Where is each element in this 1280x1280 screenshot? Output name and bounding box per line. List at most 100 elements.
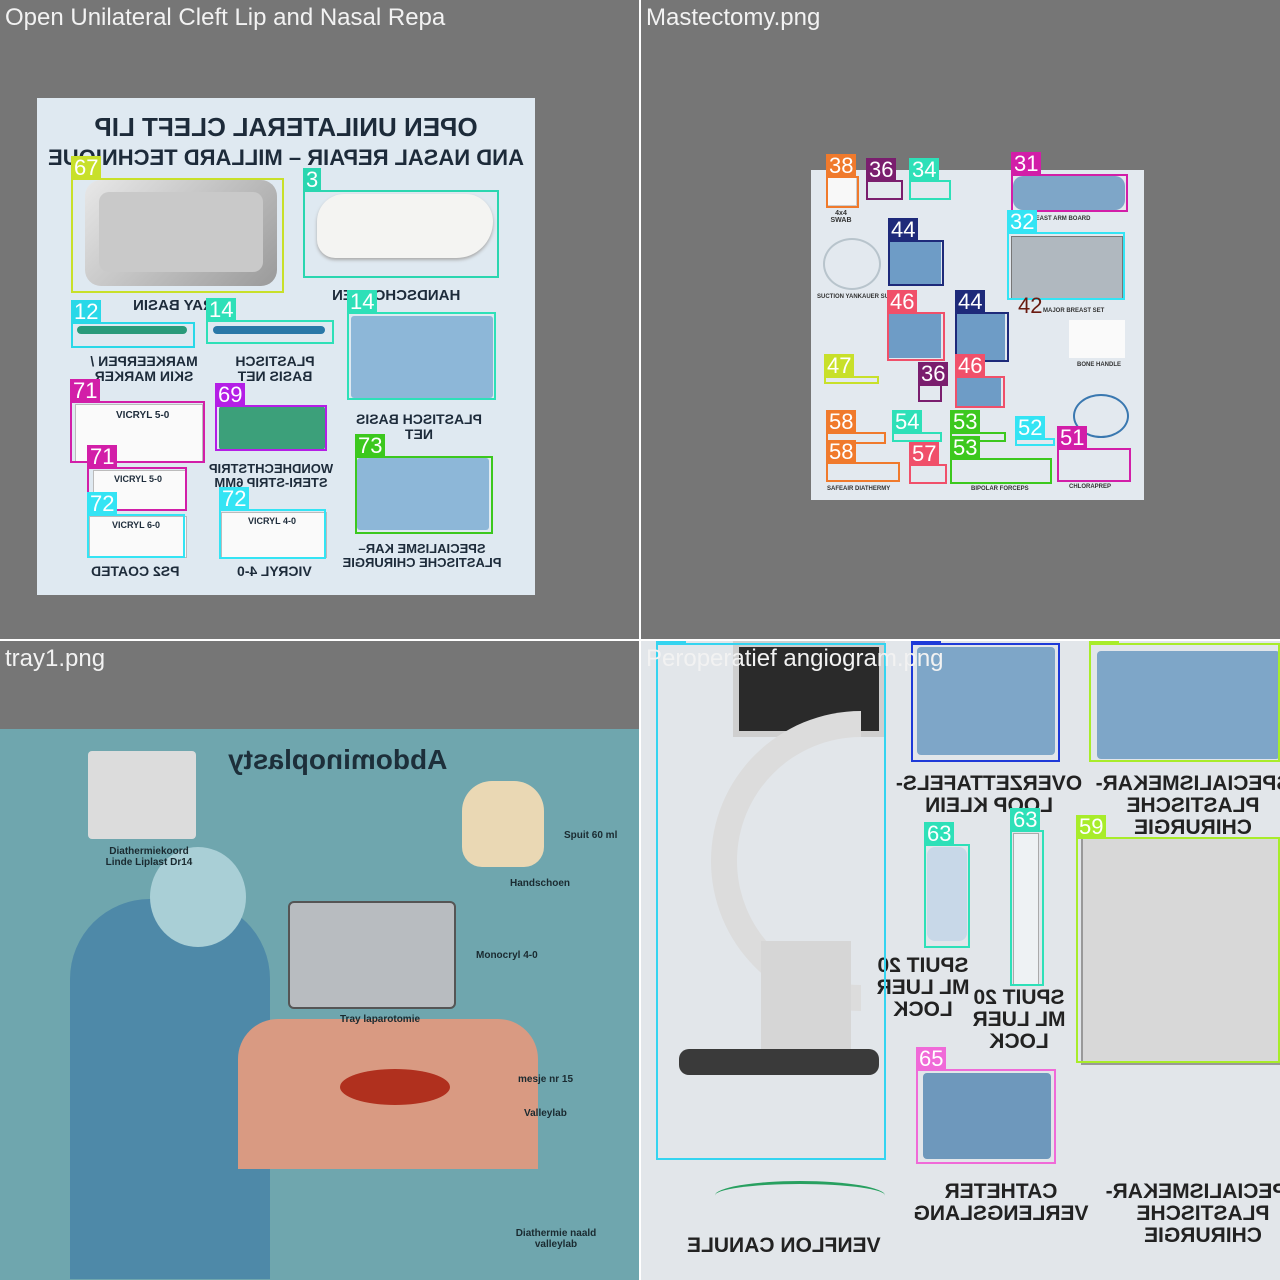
detection-box: 12 (71, 300, 195, 348)
detection-tag: 3 (303, 168, 322, 192)
mast-label: BREAST ARM BOARD (1027, 216, 1091, 222)
detection-box: 46 (887, 290, 945, 361)
skin-marker (77, 326, 187, 334)
detection-tag: 38 (826, 154, 857, 178)
label-spec-top: SPECIALISMEKAR- PLASTISCHE CHIRURGIE (1095, 772, 1280, 840)
panel-cleft: Open Unilateral Cleft Lip and Nasal Repa… (0, 0, 639, 639)
detection-box: 47 (824, 354, 879, 384)
generator (88, 751, 196, 839)
detection-box: 60 (911, 641, 1060, 762)
detection-tag: 69 (215, 383, 246, 407)
panel-mastectomy: Mastectomy.png 4x4 SWAB BREAST ARM BOARD… (641, 0, 1280, 639)
mast-label: 4x4 SWAB (830, 210, 852, 225)
detection-tag: 63 (1010, 808, 1041, 832)
mast-label: BONE HANDLE (1077, 362, 1122, 368)
detection-tag: 36 (918, 362, 949, 386)
detection-box: 32 (1007, 210, 1125, 300)
detection-box: 63 (924, 822, 970, 948)
c-arm-base (679, 1049, 879, 1075)
tray-label: Tray laparotomie (340, 1014, 421, 1025)
catheter-pack (923, 1073, 1051, 1159)
cleft-heading-1: OPEN UNILATERAL CLEFT LIP (94, 112, 478, 142)
detection-tag: 73 (355, 434, 386, 458)
label-spuit-2: SPUIT 20 ML LUER LOCK (972, 986, 1066, 1054)
mast-label: SAFEAIR DIATHERMY (827, 486, 891, 492)
detection-box: 42 (1017, 294, 1047, 320)
detection-tag: 65 (916, 1047, 947, 1071)
detection-tag: 34 (909, 158, 940, 182)
panel-angio: OVERZETTAFELS- LOOP KLEIN SPECIALISMEKAR… (641, 641, 1280, 1280)
detection-tag: 31 (1011, 152, 1042, 176)
label-specialisme: SPECIALISME KAR– PLASTISCHE CHIRURGIE (342, 541, 502, 570)
detection-tag: 46 (955, 354, 986, 378)
detection-tag: 60 (911, 641, 942, 645)
suture-pack-3-text: VICRYL 6-0 (112, 520, 161, 530)
drape-top-right (1097, 651, 1280, 759)
detection-tag: 36 (866, 158, 897, 182)
incision (340, 1069, 450, 1105)
glove (317, 194, 493, 258)
vial (927, 847, 967, 941)
detection-box: 73 (355, 434, 493, 534)
tray1-image: Abdominoplasty Tray laparotomie Spuit 60… (0, 729, 639, 1280)
detection-box: 53 (950, 436, 1052, 484)
detection-tag: 47 (824, 354, 855, 378)
detection-tag: 58 (826, 440, 857, 464)
detection-box: 36 (918, 362, 949, 402)
gauze (1069, 320, 1125, 358)
mast-label: MAJOR BREAST SET (1043, 308, 1105, 314)
tray-label: Handschoen (510, 878, 571, 889)
detection-tag: 63 (924, 822, 955, 846)
label-marker: MARKEERPEN / SKIN MARKER (90, 353, 198, 384)
angio-image: OVERZETTAFELS- LOOP KLEIN SPECIALISMEKAR… (641, 641, 1280, 1280)
detection-tag: 71 (87, 445, 118, 469)
surgeon-head (150, 847, 246, 947)
camera-sleeve (957, 378, 1001, 408)
detection-box: 34 (909, 158, 951, 200)
mast-label: BIPOLAR FORCEPS (971, 486, 1029, 492)
detection-tag: 12 (71, 300, 102, 324)
detection-tag: 44 (955, 290, 986, 314)
panel-title: Mastectomy.png (646, 4, 821, 31)
cleft-image: OPEN UNILATERAL CLEFT LIP AND NASAL REPA… (37, 98, 535, 595)
tray-basin-inner (99, 192, 263, 272)
detection-box: 67 (71, 156, 284, 293)
tray-label: mesje nr 15 (518, 1074, 574, 1085)
label-overzet: OVERZETTAFELS- LOOP KLEIN (895, 772, 1083, 818)
steri-strip (219, 406, 325, 450)
detection-box: 58 (826, 440, 900, 482)
tray-label: Diathermie naald valleylab (515, 1228, 597, 1250)
label-ps2: PS2 COATED (91, 563, 180, 579)
detection-tag: 67 (71, 156, 102, 180)
light-handle-2 (889, 314, 941, 358)
detection-box: 58 (826, 410, 886, 444)
label-vicryl: VICRYL 4-0 (237, 563, 312, 579)
blue-drape-top (351, 316, 493, 398)
detection-tag: 61 (656, 641, 687, 645)
surgeon (70, 899, 270, 1279)
suction-coil (823, 238, 881, 290)
suture-pack-1-text: VICRYL 5-0 (116, 410, 170, 421)
label-basis: PLASTISCH BASIS NET (235, 353, 315, 384)
detection-tag: 53 (950, 410, 981, 434)
syringe (1013, 833, 1039, 985)
detection-box: 44 (955, 290, 1009, 362)
detection-tag: 71 (70, 379, 101, 403)
detection-box: 3 (303, 168, 499, 278)
drape-top-left (917, 647, 1055, 755)
detection-box: 63 (1010, 808, 1044, 986)
detection-box: 69 (215, 383, 327, 451)
gloves (462, 781, 544, 867)
detection-tag: 14 (206, 298, 237, 322)
detection-box: 54 (892, 410, 942, 442)
detection-box: 72 (87, 492, 185, 558)
label-catheter: CATHETER VERLENGSLANG (913, 1180, 1089, 1226)
suture-pack-2-text: VICRYL 5-0 (114, 474, 163, 484)
suture-pack-3: VICRYL 6-0 (89, 516, 187, 558)
tray-title: Abdominoplasty (228, 744, 448, 775)
light-handle-1 (889, 242, 941, 284)
detection-box: 38 (826, 154, 859, 208)
detection-tag: 53 (950, 436, 981, 460)
detection-box: 14 (347, 290, 496, 400)
detection-tag: 46 (887, 290, 918, 314)
